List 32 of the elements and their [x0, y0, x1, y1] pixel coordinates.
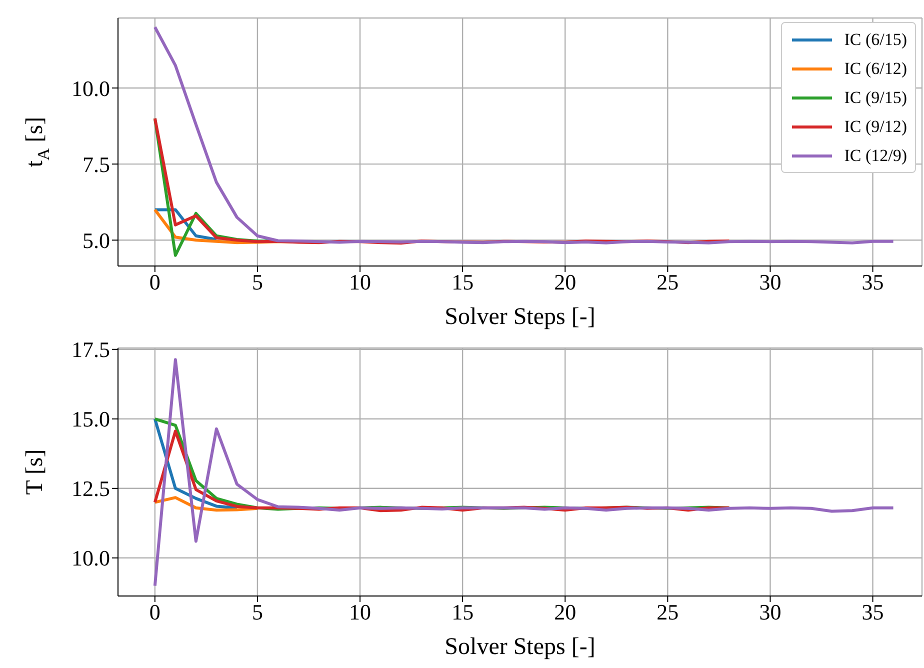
x-axis-title: Solver Steps [-] [444, 634, 596, 660]
x-tick-label: 25 [656, 270, 679, 295]
x-tick-label: 15 [452, 600, 474, 625]
x-tick-label: 0 [149, 270, 160, 295]
y-tick-label: 12.5 [72, 476, 110, 502]
legend-label: IC (9/15) [844, 87, 907, 109]
x-tick-label: 0 [149, 600, 160, 625]
y-tick-label: 15.0 [72, 406, 110, 432]
y-tick-label: 10.0 [72, 546, 110, 571]
x-tick-label: 35 [862, 270, 884, 295]
x-tick-label: 10 [349, 270, 372, 295]
legend-label: IC (6/12) [844, 58, 907, 80]
legend-label: IC (12/9) [844, 145, 907, 167]
y-tick-label: 10.0 [72, 76, 110, 101]
x-axis-title: Solver Steps [-] [444, 304, 596, 330]
x-tick-label: 35 [862, 600, 884, 625]
x-tick-label: 15 [452, 270, 474, 295]
y-axis-title: T [s] [22, 449, 48, 495]
y-tick-label: 7.5 [82, 152, 110, 177]
line-series [153, 358, 895, 588]
legend-label: IC (9/12) [844, 116, 907, 138]
legend-label: IC (6/15) [844, 29, 907, 51]
y-tick-label: 17.5 [72, 337, 110, 362]
y-tick-label: 5.0 [82, 228, 110, 253]
x-tick-label: 25 [656, 600, 679, 625]
x-tick-label: 20 [554, 270, 576, 295]
x-tick-label: 20 [554, 600, 576, 625]
x-tick-label: 30 [759, 600, 782, 625]
x-tick-label: 5 [252, 600, 263, 625]
x-tick-label: 30 [759, 270, 782, 295]
x-tick-label: 10 [349, 600, 372, 625]
x-tick-label: 5 [252, 270, 263, 295]
